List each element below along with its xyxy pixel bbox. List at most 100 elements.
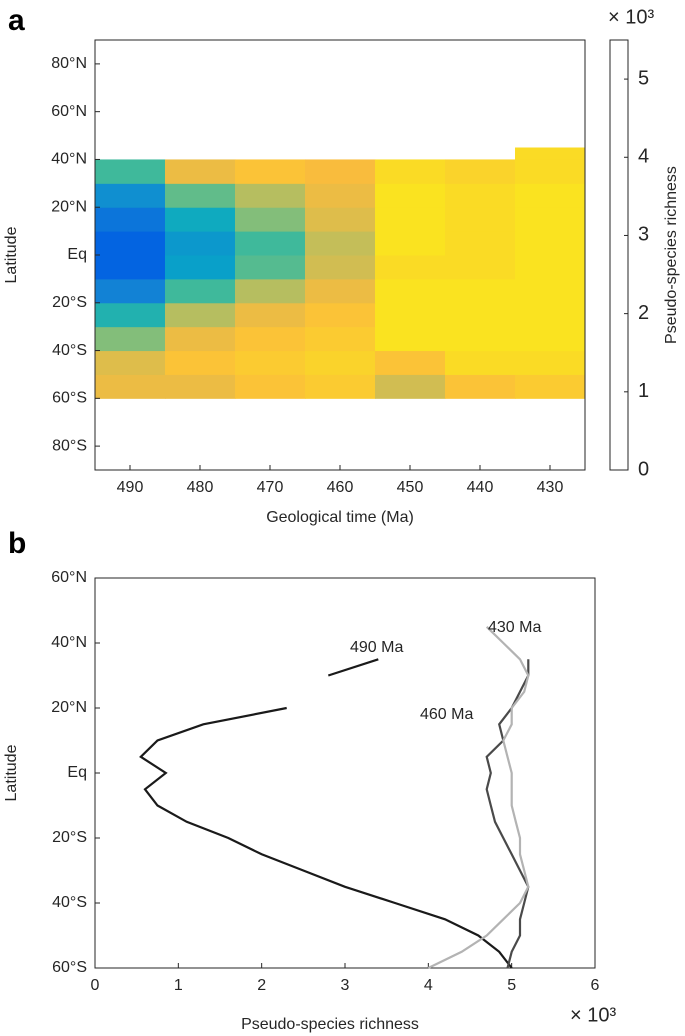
y-tick-label: 80°N — [51, 55, 87, 72]
heat-cell — [445, 278, 516, 304]
heat-cell — [375, 207, 446, 232]
series-label: 430 Ma — [488, 619, 541, 636]
heat-cell — [165, 231, 236, 256]
heat-cell — [515, 302, 586, 328]
x-tick-label: 4 — [424, 977, 433, 994]
heat-cell — [305, 159, 376, 184]
x-axis-label: Geological time (Ma) — [266, 509, 414, 526]
heat-cell — [515, 207, 586, 232]
heat-cell — [515, 231, 586, 256]
panel-letter: b — [8, 527, 26, 560]
colorbar-exponent: × 10³ — [608, 6, 654, 28]
heat-cell — [445, 255, 516, 280]
heat-cell — [235, 255, 306, 280]
heat-cell — [445, 326, 516, 352]
heat-cell — [305, 207, 376, 232]
heat-cell — [445, 159, 516, 184]
heat-cell — [165, 326, 236, 352]
y-tick-label: 40°N — [51, 634, 87, 651]
heat-cell — [95, 255, 166, 280]
y-tick-label: 60°S — [52, 390, 87, 407]
heat-cell — [235, 374, 306, 399]
heat-cell — [305, 231, 376, 256]
y-tick-label: 40°N — [51, 151, 87, 168]
x-tick-label: 450 — [397, 479, 424, 496]
heat-cell — [235, 183, 306, 208]
panel-letter: a — [8, 4, 25, 37]
heat-cell — [375, 326, 446, 352]
series-line — [427, 626, 530, 969]
heat-cell — [515, 183, 586, 208]
x-tick-label: 0 — [91, 977, 100, 994]
heat-cell — [445, 350, 516, 375]
colorbar-tick-label: 5 — [638, 67, 649, 89]
colorbar-tick-label: 4 — [638, 146, 649, 168]
heat-cell — [515, 278, 586, 304]
y-tick-label: Eq — [67, 764, 87, 781]
heat-cell — [305, 255, 376, 280]
x-tick-label: 2 — [257, 977, 266, 994]
heat-cell — [375, 350, 446, 375]
x-tick-label: 470 — [257, 479, 284, 496]
heat-cell — [235, 350, 306, 375]
heat-cell — [515, 147, 586, 160]
heat-cell — [515, 374, 586, 399]
y-tick-label: 60°S — [52, 959, 87, 976]
y-axis-label: Latitude — [3, 744, 20, 801]
heat-cell — [235, 278, 306, 304]
series-label: 460 Ma — [420, 706, 473, 723]
heat-cell — [305, 350, 376, 375]
heat-cell — [445, 231, 516, 256]
heat-cell — [95, 231, 166, 256]
heat-cell — [95, 183, 166, 208]
heat-cell — [95, 159, 166, 184]
y-tick-label: 20°N — [51, 198, 87, 215]
heat-cell — [235, 207, 306, 232]
heat-cell — [445, 183, 516, 208]
heat-cell — [445, 302, 516, 328]
heat-cell — [305, 326, 376, 352]
y-axis-label: Latitude — [3, 226, 20, 283]
heat-cell — [375, 159, 446, 184]
heat-cell — [235, 326, 306, 352]
heat-cell — [95, 302, 166, 328]
x-tick-label: 3 — [341, 977, 350, 994]
heat-cell — [305, 183, 376, 208]
y-tick-label: 40°S — [52, 894, 87, 911]
heat-cell — [375, 255, 446, 280]
heat-cell — [165, 159, 236, 184]
axes-frame — [94, 577, 596, 969]
heat-cell — [515, 255, 586, 280]
heat-cell — [95, 374, 166, 399]
heat-cell — [375, 374, 446, 399]
heat-cell — [375, 183, 446, 208]
heat-cell — [165, 278, 236, 304]
heat-cell — [165, 374, 236, 399]
heat-cell — [165, 255, 236, 280]
heat-cell — [375, 231, 446, 256]
heat-cell — [165, 350, 236, 375]
x-tick-label: 460 — [327, 479, 354, 496]
heat-cell — [235, 231, 306, 256]
y-tick-label: 60°N — [51, 569, 87, 586]
y-tick-label: 20°S — [52, 829, 87, 846]
x-tick-label: 6 — [591, 977, 600, 994]
heat-cell — [375, 302, 446, 328]
colorbar-label: Pseudo-species richness — [663, 166, 680, 344]
y-tick-label: 80°S — [52, 437, 87, 454]
x-tick-label: 440 — [467, 479, 494, 496]
series-line — [485, 659, 530, 969]
heat-cell — [515, 326, 586, 352]
y-tick-label: Eq — [67, 246, 87, 263]
heat-cell — [445, 207, 516, 232]
x-axis-label: Pseudo-species richness — [241, 1016, 419, 1033]
series-label: 490 Ma — [350, 639, 403, 656]
heat-cell — [235, 159, 306, 184]
heat-cell — [95, 350, 166, 375]
x-exponent: × 10³ — [570, 1004, 616, 1026]
heat-cell — [95, 278, 166, 304]
colorbar-tick-label: 1 — [638, 380, 649, 402]
y-tick-label: 20°S — [52, 294, 87, 311]
colorbar-tick-label: 0 — [638, 458, 649, 480]
heat-cell — [305, 374, 376, 399]
